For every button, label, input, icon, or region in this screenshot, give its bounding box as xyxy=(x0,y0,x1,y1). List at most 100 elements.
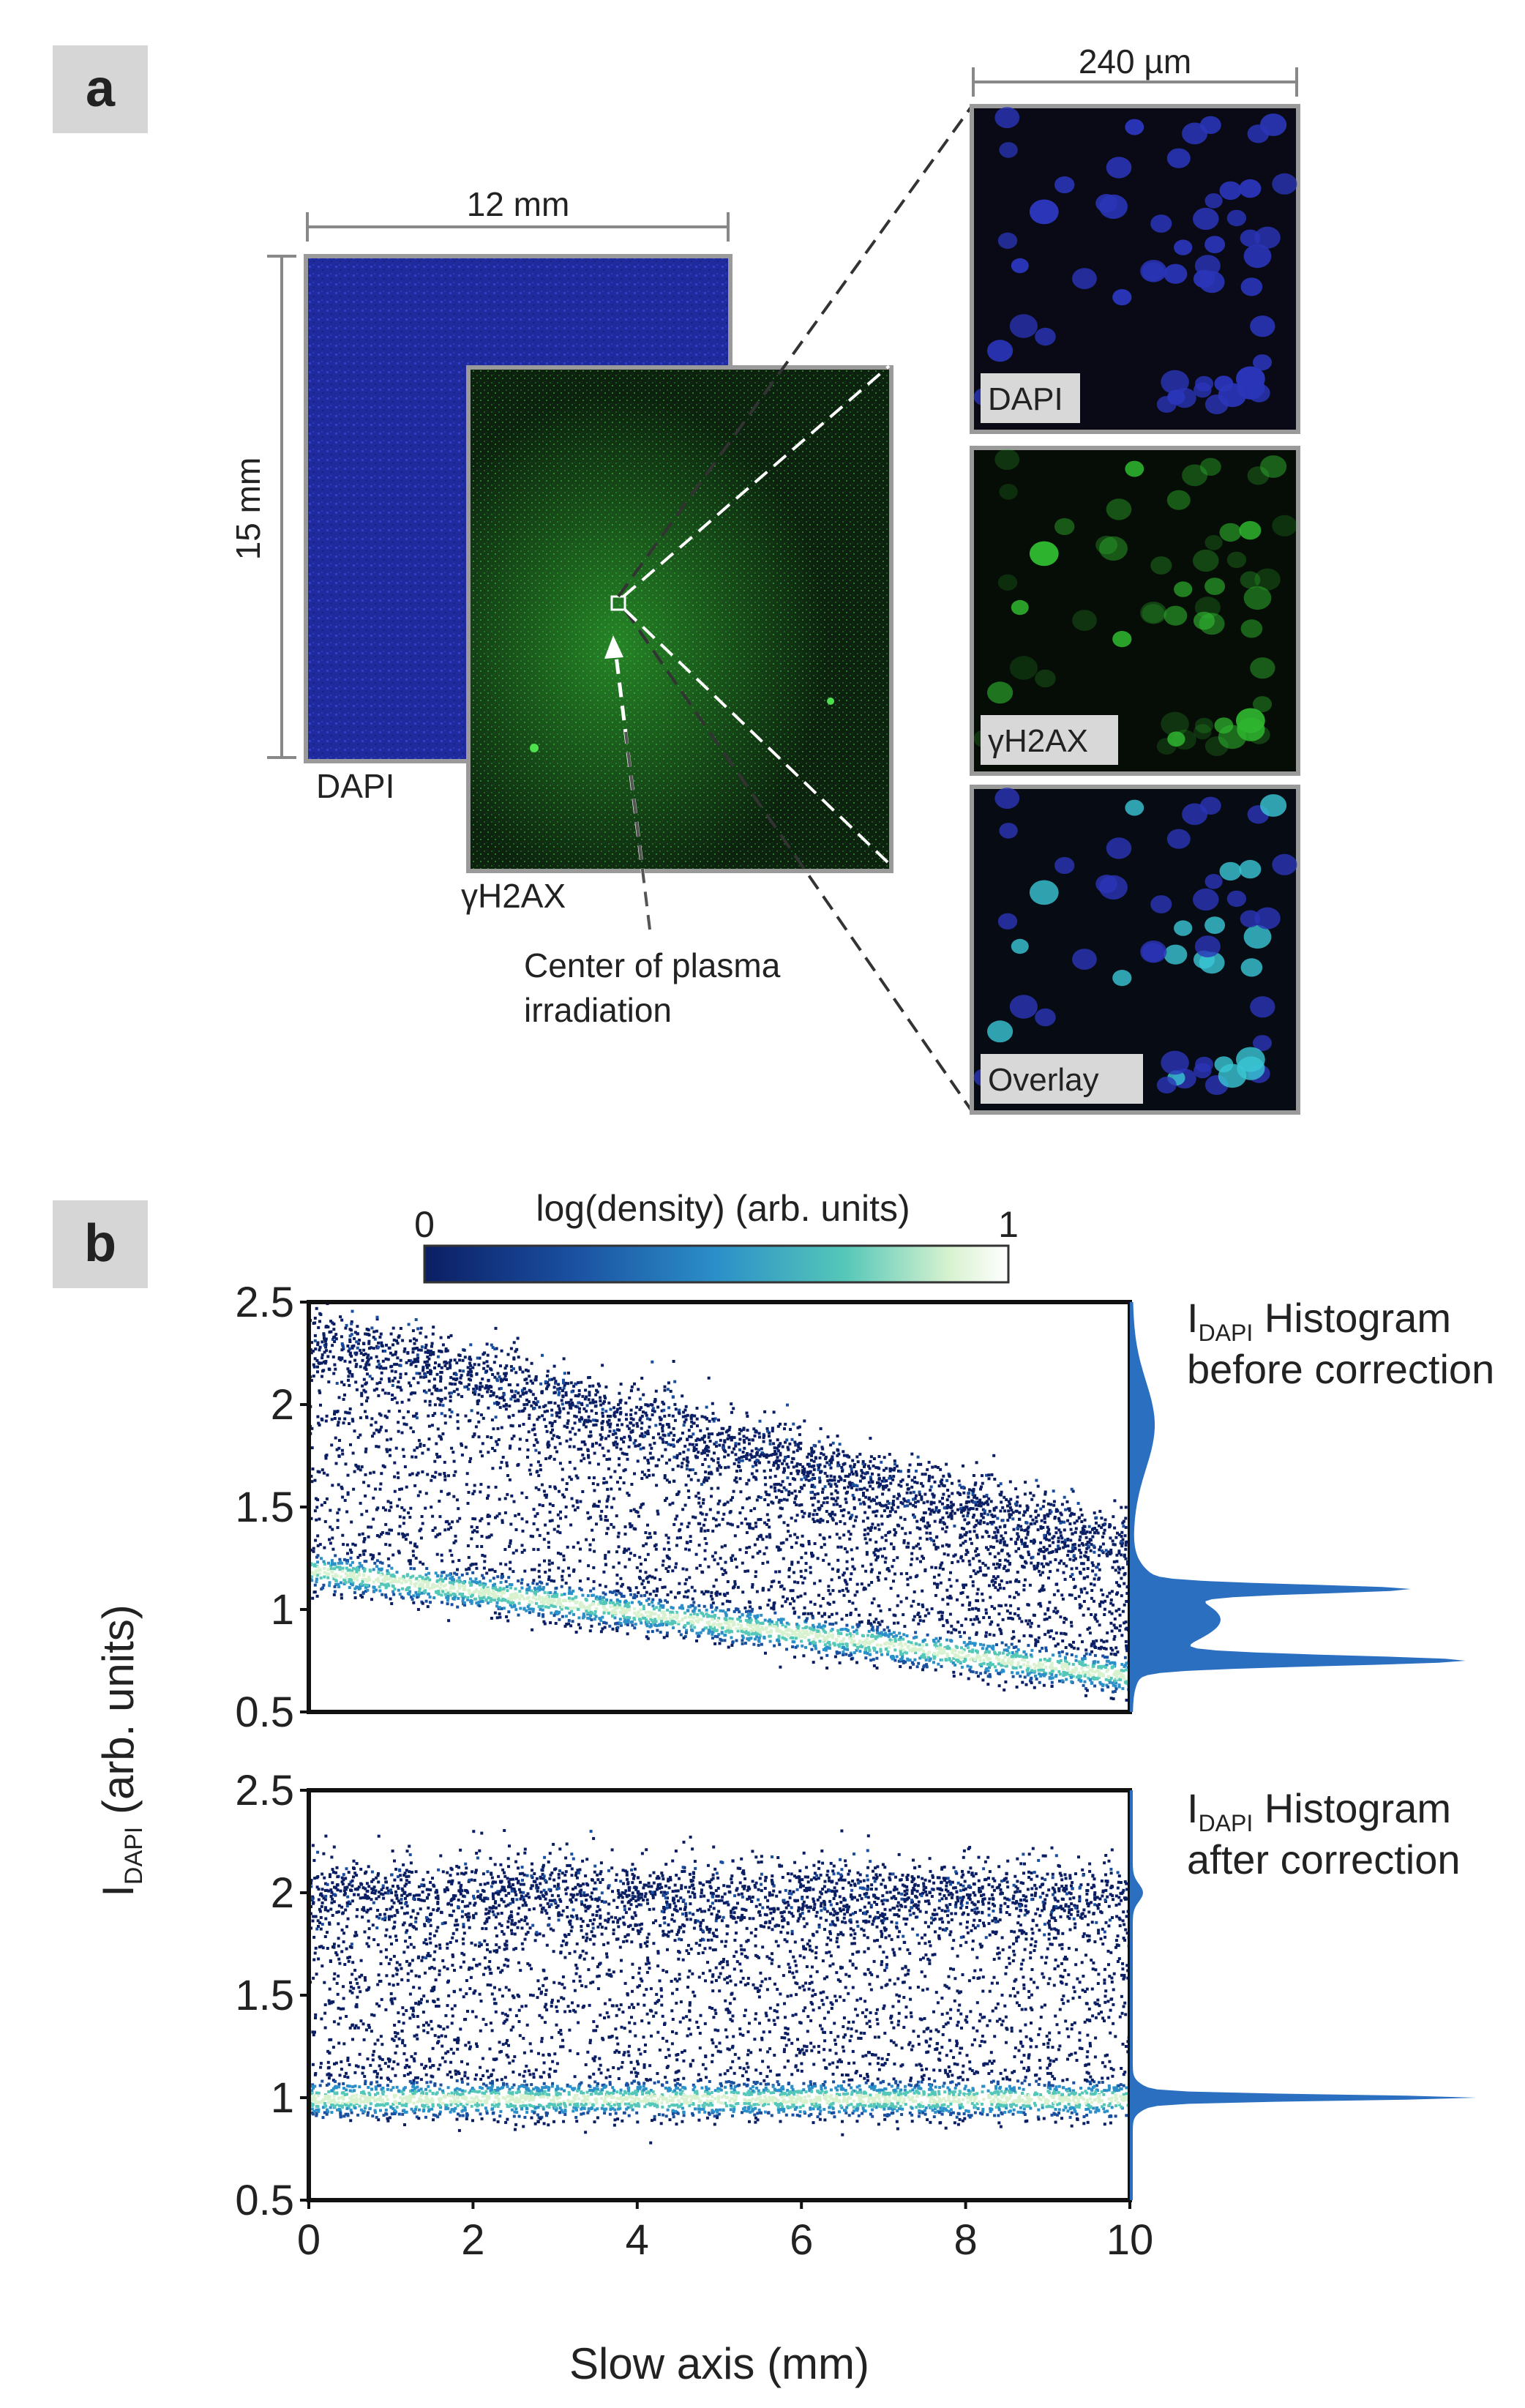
density-point xyxy=(326,1355,330,1358)
density-point xyxy=(796,1560,800,1564)
density-point xyxy=(750,1609,754,1613)
density-point xyxy=(610,1487,613,1491)
density-point xyxy=(340,1356,344,1360)
density-point xyxy=(1024,1683,1028,1686)
density-point xyxy=(422,1375,426,1379)
density-point xyxy=(1034,1516,1038,1519)
density-point xyxy=(509,1347,513,1350)
density-point xyxy=(919,1462,923,1466)
density-point xyxy=(784,1457,787,1459)
density-point xyxy=(347,1369,351,1373)
density-point xyxy=(451,1520,454,1524)
density-point xyxy=(466,1544,470,1547)
density-point xyxy=(436,1396,440,1400)
density-point xyxy=(601,1364,604,1367)
density-point xyxy=(457,1507,460,1511)
density-point xyxy=(495,1514,499,1518)
density-point xyxy=(841,1469,844,1473)
density-point xyxy=(1098,1548,1101,1552)
density-point xyxy=(499,1589,503,1593)
zoom-lines xyxy=(617,105,973,1113)
density-point xyxy=(372,1517,375,1521)
density-point xyxy=(348,1548,352,1552)
density-point xyxy=(1109,1621,1113,1625)
nucleus xyxy=(1112,970,1132,987)
density-point xyxy=(402,1533,406,1537)
density-point xyxy=(537,1451,541,1454)
density-point xyxy=(588,1516,592,1519)
nucleus xyxy=(1166,490,1191,510)
density-point xyxy=(414,1455,418,1459)
density-point xyxy=(369,1471,372,1475)
density-point xyxy=(967,1560,971,1563)
density-point xyxy=(849,1577,853,1581)
density-point xyxy=(595,1441,598,1445)
density-point xyxy=(334,1337,338,1341)
density-point xyxy=(434,1470,438,1474)
density-point xyxy=(755,1590,759,1593)
density-point xyxy=(807,1514,811,1518)
density-point xyxy=(404,1372,408,1375)
density-point xyxy=(416,1353,419,1357)
density-point xyxy=(730,1498,733,1502)
density-point xyxy=(621,1451,624,1455)
density-point xyxy=(337,1396,341,1399)
density-point xyxy=(470,1409,473,1413)
density-point xyxy=(951,1492,954,1495)
density-point xyxy=(454,1534,457,1538)
nucleus xyxy=(1174,239,1193,255)
density-point xyxy=(592,1424,596,1427)
density-point xyxy=(630,1388,633,1392)
density-point xyxy=(397,1476,400,1479)
density-point xyxy=(1049,1663,1053,1667)
density-point xyxy=(393,1396,397,1400)
density-point xyxy=(375,1315,379,1319)
density-point xyxy=(343,1499,347,1502)
density-point xyxy=(884,1533,888,1537)
density-point xyxy=(438,1473,441,1476)
density-point xyxy=(753,1455,757,1459)
density-point xyxy=(626,1608,629,1611)
density-point xyxy=(796,1443,800,1446)
density-point xyxy=(523,1407,527,1410)
density-point xyxy=(639,1447,642,1451)
density-point xyxy=(858,1452,862,1456)
density-point xyxy=(321,1340,324,1344)
density-point xyxy=(348,1347,351,1350)
density-point xyxy=(1043,1492,1047,1496)
density-point xyxy=(528,1388,531,1392)
density-point xyxy=(1120,1530,1124,1534)
density-point xyxy=(547,1440,550,1444)
density-point xyxy=(455,1498,459,1502)
density-point xyxy=(677,1622,681,1626)
density-point xyxy=(340,1448,344,1452)
density-point xyxy=(828,1459,832,1462)
density-point xyxy=(720,1567,724,1571)
density-point xyxy=(653,1531,656,1535)
density-point xyxy=(869,1538,872,1541)
density-point xyxy=(574,1508,577,1512)
density-point xyxy=(963,1518,967,1522)
density-point xyxy=(1004,1604,1008,1607)
density-point xyxy=(587,1517,591,1520)
density-point xyxy=(902,1541,906,1544)
density-point xyxy=(918,1536,922,1540)
density-point xyxy=(702,1523,705,1527)
density-point xyxy=(1090,1642,1094,1646)
density-point xyxy=(402,1416,405,1419)
density-point xyxy=(1078,1538,1082,1541)
density-point xyxy=(1051,1549,1054,1553)
density-point xyxy=(778,1570,782,1574)
density-point xyxy=(841,1588,844,1592)
density-point xyxy=(738,1548,742,1552)
density-point xyxy=(439,1336,443,1339)
density-point xyxy=(1033,1564,1036,1568)
density-point xyxy=(1041,1571,1044,1574)
density-point xyxy=(561,1388,564,1392)
density-point xyxy=(998,1583,1001,1587)
density-point xyxy=(667,1425,671,1429)
density-point xyxy=(370,1377,374,1380)
density-point xyxy=(828,1482,831,1486)
density-point xyxy=(1052,1593,1056,1596)
density-point xyxy=(941,1544,945,1548)
